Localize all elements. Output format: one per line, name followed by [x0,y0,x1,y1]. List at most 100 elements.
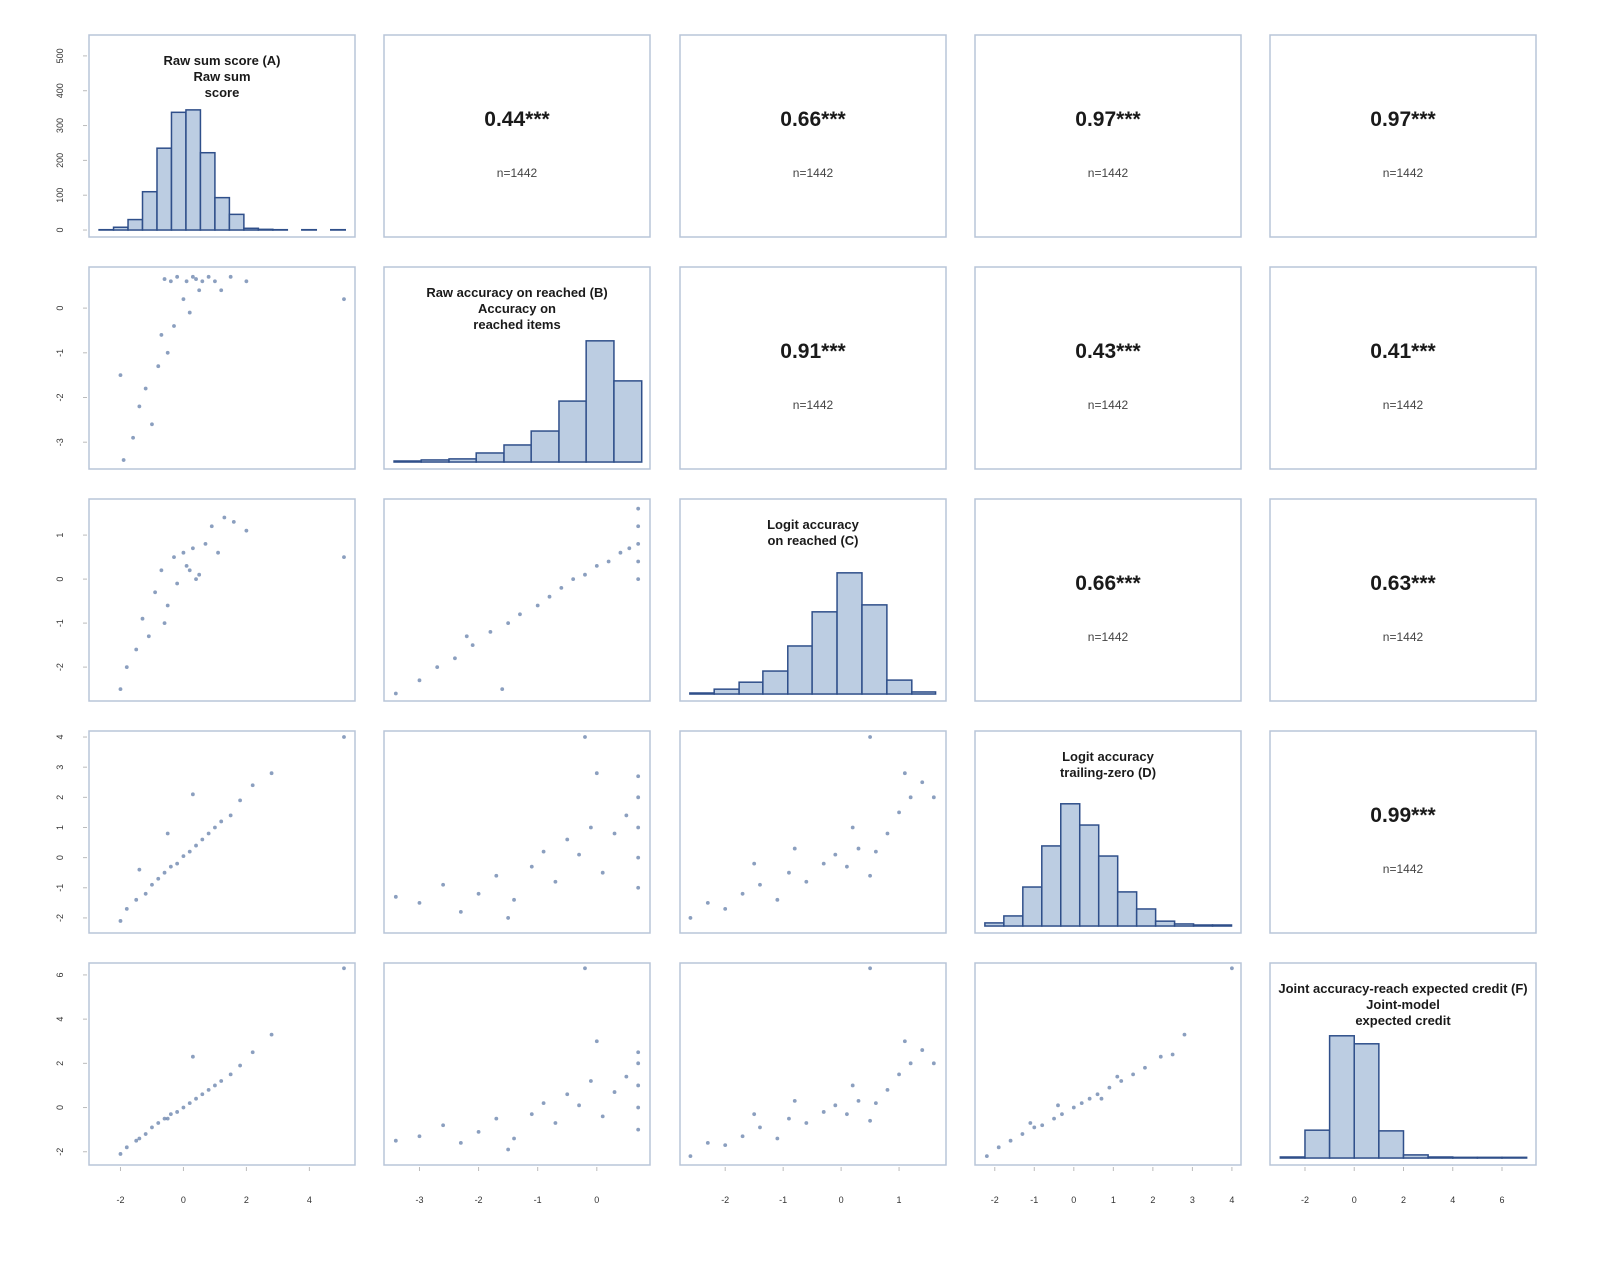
scatter-point [758,882,762,887]
scatter-point [184,279,189,284]
scatter-point [1060,1112,1064,1117]
scatter-point [165,1116,170,1121]
scatter-point [920,780,925,785]
hist-bar [214,196,231,231]
scatter-point [1087,1096,1092,1101]
hist-bar [1078,824,1100,927]
scatter-point [209,524,214,529]
y-tick-label: -2 [55,663,65,671]
scatter-point [1071,1105,1076,1110]
scatter-point [244,279,249,284]
scatter-point [1052,1116,1056,1121]
y-tick-label: 4 [55,1017,65,1022]
x-tick-label: 2 [1401,1195,1406,1205]
scatter-point [688,916,693,920]
scatter-point [512,897,516,902]
diag-label: expected credit [1355,1013,1451,1028]
scatter-point [1230,966,1234,971]
panel-frame [383,730,651,934]
scatter-point [636,795,641,800]
scatter-point [187,849,192,854]
scatter-point [583,735,587,739]
scatter-point [143,891,148,896]
y-tick-label: 400 [55,83,65,98]
scatter-point [553,879,558,884]
sample-size: n=1442 [497,166,538,180]
scatter-point [453,656,457,661]
panel-frame [88,730,356,934]
hist-bar [1328,1035,1355,1159]
hist-bar [811,611,838,695]
scatter-point [902,771,907,776]
hist-bar [243,227,260,231]
scatter-point [131,435,135,440]
sample-size: n=1442 [793,398,834,412]
hist-bar [836,572,863,695]
panel-frame [1269,498,1537,702]
scatter-point [118,373,123,378]
diag-label: Joint-model [1366,997,1440,1012]
y-tick-label: -1 [55,619,65,627]
y-tick-label: 2 [55,795,65,800]
x-tick-label: 0 [839,1195,844,1205]
x-tick-label: 1 [897,1195,902,1205]
hist-bar [530,430,560,463]
scatter-point [494,873,499,878]
scatter-point [172,555,176,559]
scatter-point [612,1090,617,1094]
scatter-point [1095,1092,1100,1097]
hist-bar [141,190,158,231]
x-tick-label: 4 [307,1195,312,1205]
hist-bar [185,109,202,231]
diag-label: trailing-zero (D) [1060,765,1156,780]
scatter-point [194,1096,198,1101]
panel-frame [974,34,1242,238]
hist-bar [1116,891,1138,927]
sample-size: n=1442 [1088,166,1129,180]
correlation: 0.91*** [780,340,846,363]
hist-bar [257,228,274,231]
y-tick-label: 2 [55,1061,65,1066]
scatter-point [206,274,211,279]
scatter-point [984,1154,989,1159]
scatter-point [194,843,198,848]
scatter-point [740,891,745,896]
scatter-point [908,1061,913,1066]
scatter-point [213,1083,217,1088]
scatter-point [134,647,139,652]
scatter-point [219,288,224,293]
scatter-point [140,616,145,621]
scatter-point [342,735,346,739]
scatter-point [1119,1079,1124,1083]
scatter-point [118,919,123,923]
scatter-point [200,1092,205,1097]
y-tick-label: -1 [55,349,65,357]
scatter-point [137,404,142,409]
scatter-point [1056,1103,1060,1108]
hist-bar [1353,1043,1380,1159]
x-tick-label: 2 [1150,1195,1155,1205]
scatter-point [162,277,167,281]
scatter-point [588,825,593,830]
diag-label: reached items [473,317,560,332]
hist-bar [1211,924,1233,927]
scatter-point [1107,1085,1112,1090]
scatter-point [137,867,142,872]
hist-bar [1476,1156,1503,1159]
x-tick-label: -2 [1301,1195,1309,1205]
hist-bar [1041,845,1062,927]
scatter-point [441,1123,446,1128]
scatter-point [583,966,587,971]
scatter-point [162,870,167,875]
sample-size: n=1442 [1088,630,1129,644]
scatter-point [624,1074,629,1079]
sample-size: n=1442 [1383,630,1424,644]
scatter-point [137,1136,142,1141]
scatter-point [1170,1052,1175,1057]
scatter-point [1158,1054,1163,1059]
scatter-point [393,1138,398,1143]
scatter-point [228,274,233,279]
y-tick-label: -2 [55,1148,65,1156]
y-tick-label: 0 [55,855,65,860]
y-tick-label: 0 [55,577,65,582]
